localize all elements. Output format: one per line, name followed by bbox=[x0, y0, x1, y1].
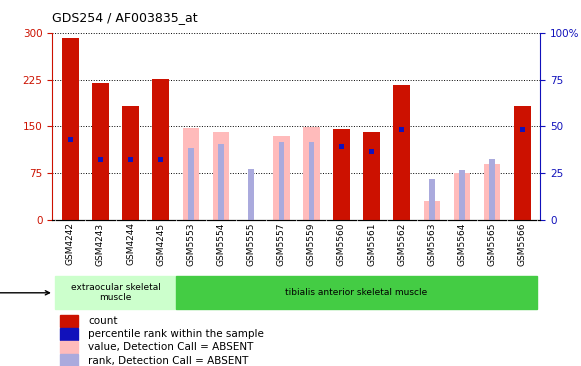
Text: GSM5566: GSM5566 bbox=[518, 223, 527, 266]
Bar bbox=[60, 328, 78, 340]
Bar bbox=[393, 85, 410, 220]
Bar bbox=[424, 201, 440, 220]
Text: count: count bbox=[88, 316, 117, 326]
Text: GSM5553: GSM5553 bbox=[187, 223, 195, 266]
Bar bbox=[460, 170, 465, 220]
Text: GSM4242: GSM4242 bbox=[66, 223, 75, 265]
Bar bbox=[60, 354, 78, 366]
Bar bbox=[309, 142, 314, 220]
Text: GSM4245: GSM4245 bbox=[156, 223, 165, 266]
Bar bbox=[158, 157, 163, 162]
Bar bbox=[249, 169, 254, 220]
Text: GSM5562: GSM5562 bbox=[397, 223, 406, 266]
Text: value, Detection Call = ABSENT: value, Detection Call = ABSENT bbox=[88, 342, 253, 352]
Text: GDS254 / AF003835_at: GDS254 / AF003835_at bbox=[52, 11, 198, 24]
Bar bbox=[303, 127, 320, 220]
Text: GSM4244: GSM4244 bbox=[126, 223, 135, 265]
Bar bbox=[333, 130, 350, 220]
Text: GSM5554: GSM5554 bbox=[217, 223, 225, 266]
Bar bbox=[176, 276, 537, 309]
Text: GSM5555: GSM5555 bbox=[246, 223, 256, 266]
Bar bbox=[399, 127, 404, 132]
Bar bbox=[363, 132, 380, 220]
Bar bbox=[339, 144, 344, 149]
Bar bbox=[60, 341, 78, 354]
Text: GSM5557: GSM5557 bbox=[277, 223, 286, 266]
Bar bbox=[55, 276, 176, 309]
Bar bbox=[67, 138, 73, 142]
Bar bbox=[152, 79, 169, 220]
Bar bbox=[98, 157, 103, 162]
Bar bbox=[369, 149, 374, 154]
Bar bbox=[519, 127, 525, 132]
Bar bbox=[92, 83, 109, 220]
Text: rank, Detection Call = ABSENT: rank, Detection Call = ABSENT bbox=[88, 355, 249, 366]
Text: GSM5561: GSM5561 bbox=[367, 223, 376, 266]
Bar bbox=[514, 107, 530, 220]
Bar bbox=[454, 173, 470, 220]
Bar bbox=[429, 179, 435, 220]
Bar bbox=[128, 157, 133, 162]
Bar bbox=[484, 164, 500, 220]
Text: GSM5565: GSM5565 bbox=[487, 223, 497, 266]
Bar bbox=[489, 159, 495, 220]
Text: GSM4243: GSM4243 bbox=[96, 223, 105, 266]
Text: extraocular skeletal
muscle: extraocular skeletal muscle bbox=[71, 283, 160, 303]
Bar bbox=[519, 127, 525, 220]
Bar bbox=[182, 128, 199, 220]
Text: tibialis anterior skeletal muscle: tibialis anterior skeletal muscle bbox=[285, 288, 428, 297]
Bar bbox=[213, 132, 229, 220]
Bar bbox=[273, 136, 289, 220]
Text: percentile rank within the sample: percentile rank within the sample bbox=[88, 329, 264, 339]
Text: GSM5559: GSM5559 bbox=[307, 223, 316, 266]
Bar bbox=[60, 315, 78, 327]
Bar bbox=[188, 148, 193, 220]
Text: GSM5563: GSM5563 bbox=[428, 223, 436, 266]
Text: GSM5564: GSM5564 bbox=[457, 223, 467, 266]
Bar bbox=[218, 144, 224, 220]
Bar bbox=[62, 38, 78, 220]
Text: GSM5560: GSM5560 bbox=[337, 223, 346, 266]
Bar bbox=[123, 106, 139, 220]
Bar bbox=[278, 142, 284, 220]
Text: tissue: tissue bbox=[0, 288, 49, 298]
